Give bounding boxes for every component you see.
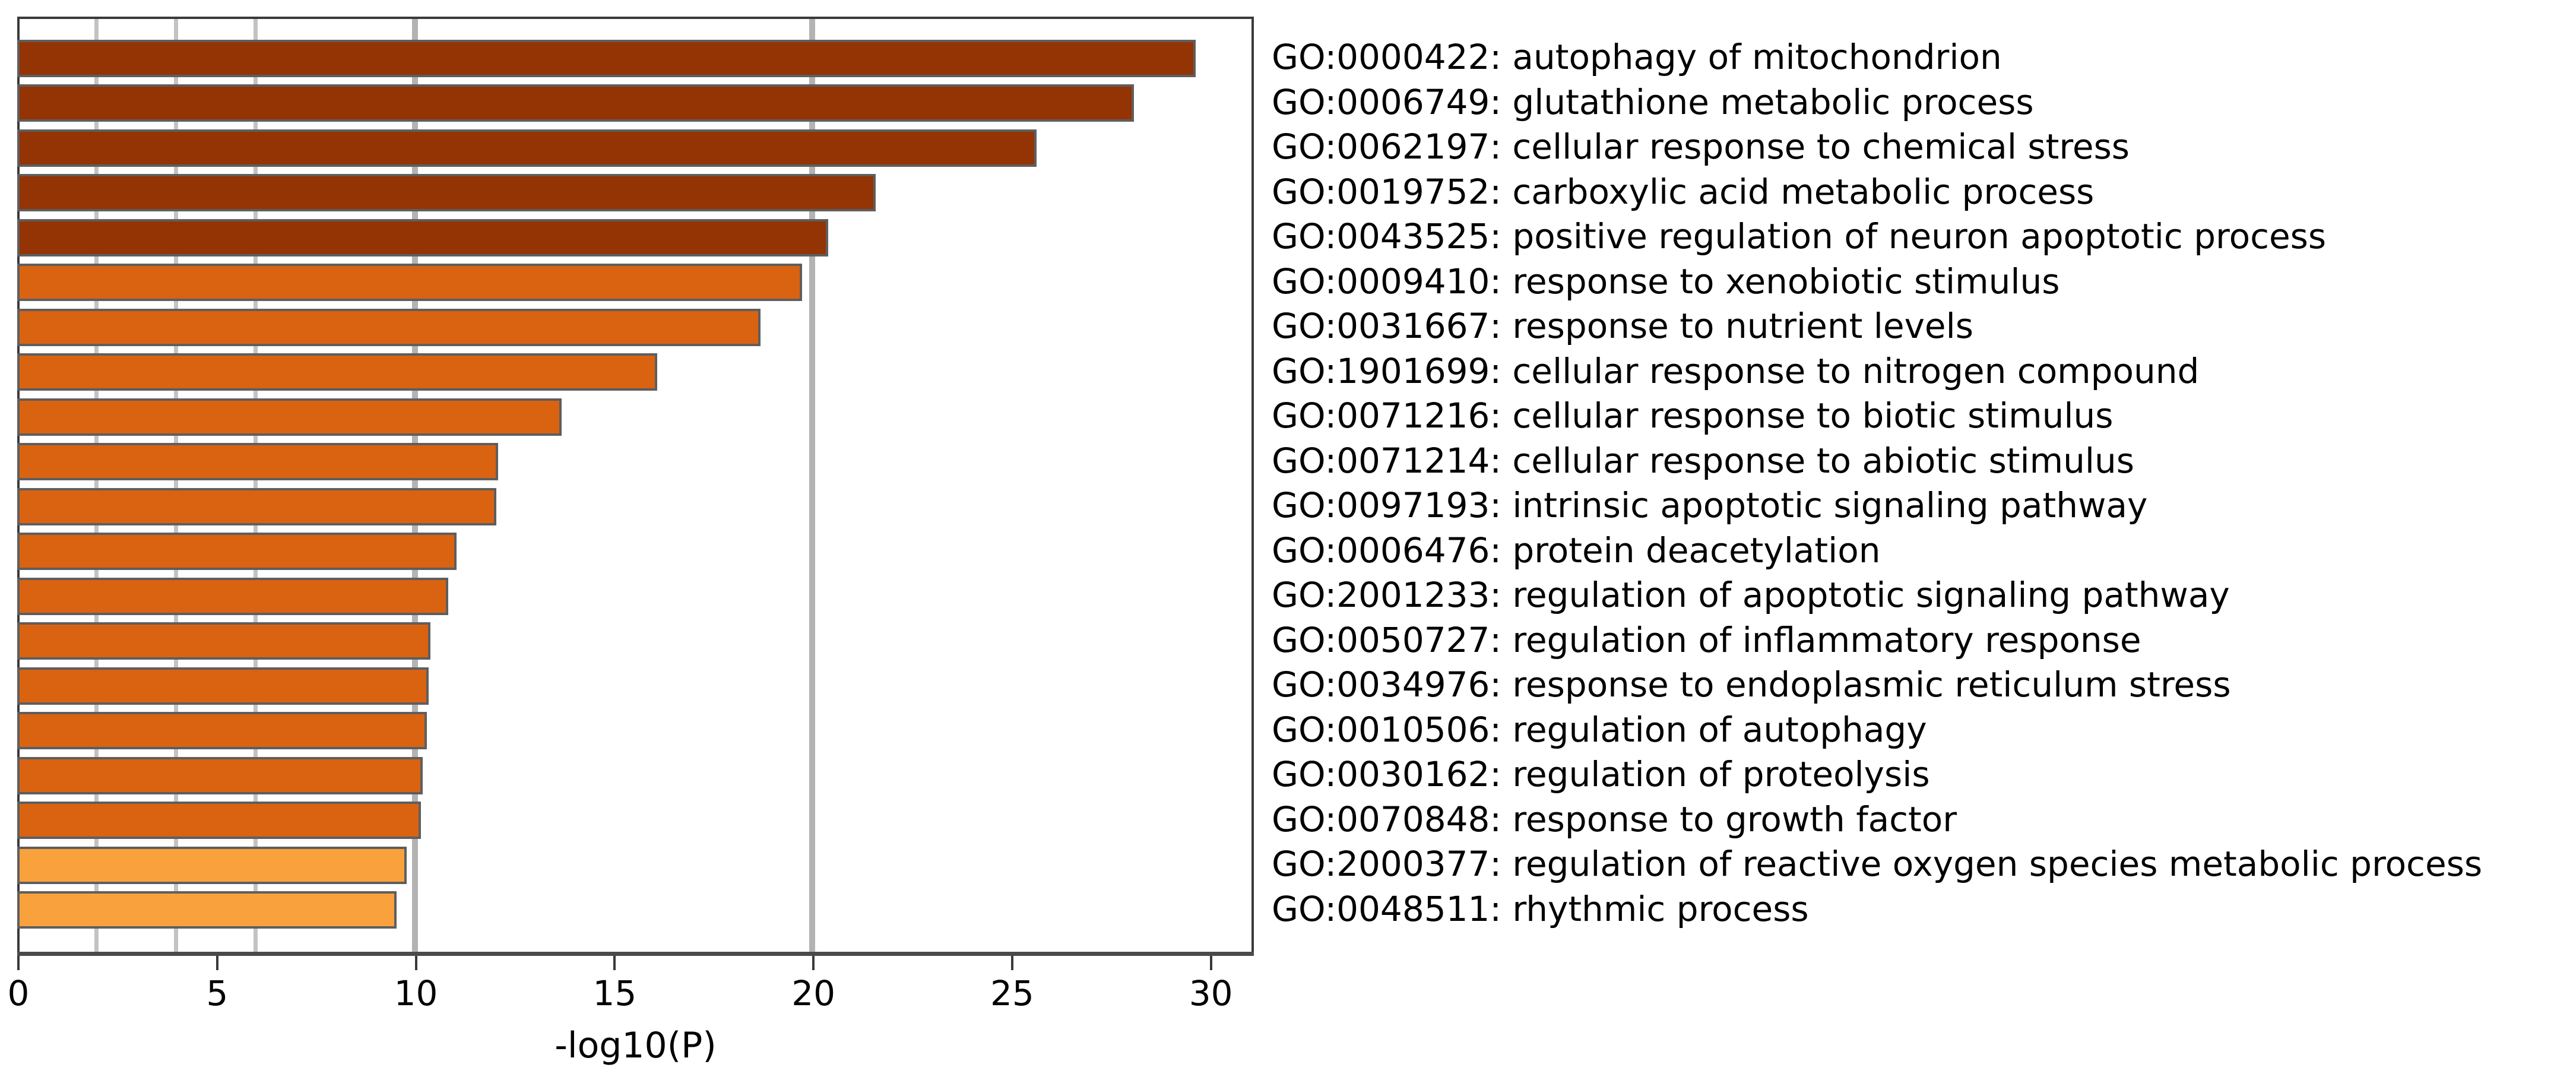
bar-9 (17, 398, 562, 436)
x-tick-20 (812, 956, 815, 970)
x-tick-25 (1010, 956, 1013, 970)
x-tick-label-0: 0 (7, 973, 30, 1014)
bar-14 (17, 622, 431, 660)
category-label-5: GO:0043525: positive regulation of neuro… (1272, 216, 2327, 256)
category-label-14: GO:0050727: regulation of inflammatory r… (1272, 619, 2141, 660)
x-tick-10 (414, 956, 417, 970)
bar-7 (17, 308, 761, 346)
plot-area (17, 17, 1254, 955)
x-tick-30 (1209, 956, 1212, 970)
gridline-x-10 (411, 19, 418, 952)
bar-20 (17, 891, 397, 929)
x-tick-label-20: 20 (791, 973, 836, 1014)
category-label-4: GO:0019752: carboxylic acid metabolic pr… (1272, 171, 2095, 212)
category-label-20: GO:0048511: rhythmic process (1272, 888, 1809, 929)
x-axis-title: -log10(P) (555, 1025, 717, 1066)
category-label-13: GO:2001233: regulation of apoptotic sign… (1272, 575, 2230, 615)
bar-2 (17, 84, 1135, 122)
category-label-6: GO:0009410: response to xenobiotic stimu… (1272, 261, 2060, 302)
bar-18 (17, 802, 421, 839)
bar-1 (17, 39, 1196, 77)
bar-11 (17, 487, 496, 525)
category-label-16: GO:0010506: regulation of autophagy (1272, 709, 1927, 750)
x-axis-line (17, 952, 1254, 956)
x-tick-5 (216, 956, 218, 970)
bar-5 (17, 218, 828, 256)
category-label-12: GO:0006476: protein deacetylation (1272, 530, 1881, 571)
category-label-8: GO:1901699: cellular response to nitroge… (1272, 350, 2200, 391)
gridline-x-6 (254, 19, 258, 952)
category-label-11: GO:0097193: intrinsic apoptotic signalin… (1272, 485, 2148, 525)
category-label-3: GO:0062197: cellular response to chemica… (1272, 126, 2130, 167)
category-label-18: GO:0070848: response to growth factor (1272, 799, 1957, 840)
gridline-x-20 (809, 19, 816, 952)
category-label-15: GO:0034976: response to endoplasmic reti… (1272, 664, 2231, 705)
category-label-7: GO:0031667: response to nutrient levels (1272, 306, 1973, 346)
category-label-17: GO:0030162: regulation of proteolysis (1272, 754, 1930, 794)
gridline-x-2 (94, 19, 99, 952)
category-label-1: GO:0000422: autophagy of mitochondrion (1272, 37, 2002, 77)
category-label-10: GO:0071214: cellular response to abiotic… (1272, 440, 2135, 481)
bar-13 (17, 577, 449, 615)
x-tick-label-5: 5 (206, 973, 229, 1014)
category-label-9: GO:0071216: cellular response to biotic … (1272, 395, 2114, 436)
bar-12 (17, 533, 457, 570)
bar-10 (17, 443, 499, 480)
bar-15 (17, 667, 429, 705)
x-tick-label-15: 15 (592, 973, 637, 1014)
x-tick-label-30: 30 (1189, 973, 1233, 1014)
bar-3 (17, 129, 1037, 167)
category-label-2: GO:0006749: glutathione metabolic proces… (1272, 81, 2034, 122)
bar-19 (17, 846, 407, 884)
x-tick-15 (613, 956, 616, 970)
bar-6 (17, 264, 803, 301)
gridline-x-4 (174, 19, 179, 952)
x-tick-0 (17, 956, 20, 970)
bar-16 (17, 712, 427, 749)
x-tick-label-10: 10 (394, 973, 438, 1014)
bar-4 (17, 174, 876, 211)
bar-8 (17, 353, 657, 391)
x-tick-label-25: 25 (990, 973, 1034, 1014)
category-label-19: GO:2000377: regulation of reactive oxyge… (1272, 844, 2483, 884)
bar-17 (17, 756, 423, 794)
